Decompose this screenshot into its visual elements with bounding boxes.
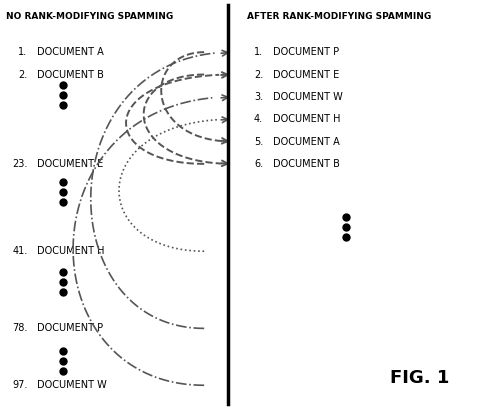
Text: DOCUMENT H: DOCUMENT H [273,114,340,124]
Text: DOCUMENT E: DOCUMENT E [273,70,339,79]
Text: 4.: 4. [254,114,263,124]
Text: 78.: 78. [12,324,27,333]
Text: 2.: 2. [18,70,27,79]
Text: DOCUMENT W: DOCUMENT W [37,380,107,390]
Text: 6.: 6. [254,159,263,169]
Text: DOCUMENT P: DOCUMENT P [37,324,103,333]
Text: DOCUMENT P: DOCUMENT P [273,47,339,57]
Text: 5.: 5. [254,137,263,146]
Text: DOCUMENT W: DOCUMENT W [273,92,342,102]
Text: DOCUMENT B: DOCUMENT B [273,159,339,169]
Text: AFTER RANK-MODIFYING SPAMMING: AFTER RANK-MODIFYING SPAMMING [247,11,431,20]
Text: 1.: 1. [254,47,263,57]
Text: 41.: 41. [12,246,27,256]
Text: 3.: 3. [254,92,263,102]
Text: 23.: 23. [12,159,27,169]
Text: DOCUMENT A: DOCUMENT A [273,137,339,146]
Text: DOCUMENT E: DOCUMENT E [37,159,103,169]
Text: 2.: 2. [254,70,263,79]
Text: FIG. 1: FIG. 1 [390,369,449,387]
Text: NO RANK-MODIFYING SPAMMING: NO RANK-MODIFYING SPAMMING [6,11,173,20]
Text: DOCUMENT H: DOCUMENT H [37,246,104,256]
Text: DOCUMENT A: DOCUMENT A [37,47,104,57]
Text: 1.: 1. [18,47,27,57]
Text: 97.: 97. [12,380,27,390]
Text: DOCUMENT B: DOCUMENT B [37,70,104,79]
